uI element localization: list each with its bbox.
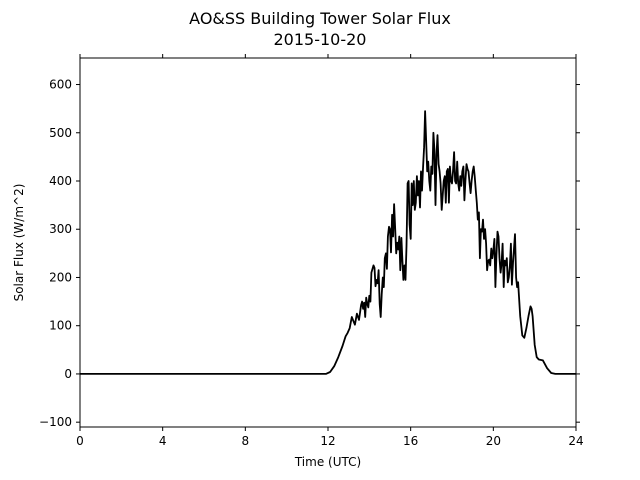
- plot-frame: [79, 57, 577, 428]
- x-tick-label: 8: [242, 434, 250, 448]
- x-tick-label: 24: [568, 434, 583, 448]
- axis-ticks: [76, 54, 580, 431]
- y-tick-label: 500: [49, 126, 72, 140]
- y-tick-label: 600: [49, 78, 72, 92]
- x-tick-label: 12: [320, 434, 335, 448]
- y-tick-label: 0: [64, 367, 72, 381]
- x-tick-label: 0: [76, 434, 84, 448]
- chart-subtitle: 2015-10-20: [274, 30, 367, 49]
- x-tick-label: 16: [403, 434, 418, 448]
- x-axis-label: Time (UTC): [294, 455, 361, 469]
- solar-flux-line: [80, 110, 576, 375]
- y-tick-label: −100: [39, 415, 72, 429]
- y-tick-label: 300: [49, 222, 72, 236]
- y-tick-label: 400: [49, 174, 72, 188]
- x-tick-label: 4: [159, 434, 167, 448]
- axis-tick-labels: 0 4 8 12 16 20 24 −100 0 100 200 300 400 500 600: [39, 78, 584, 448]
- y-axis-label: Solar Flux (W/m^2): [12, 184, 26, 302]
- y-tick-label: 100: [49, 319, 72, 333]
- x-tick-label: 20: [486, 434, 501, 448]
- chart-title: AO&SS Building Tower Solar Flux: [189, 9, 451, 28]
- y-tick-label: 200: [49, 270, 72, 284]
